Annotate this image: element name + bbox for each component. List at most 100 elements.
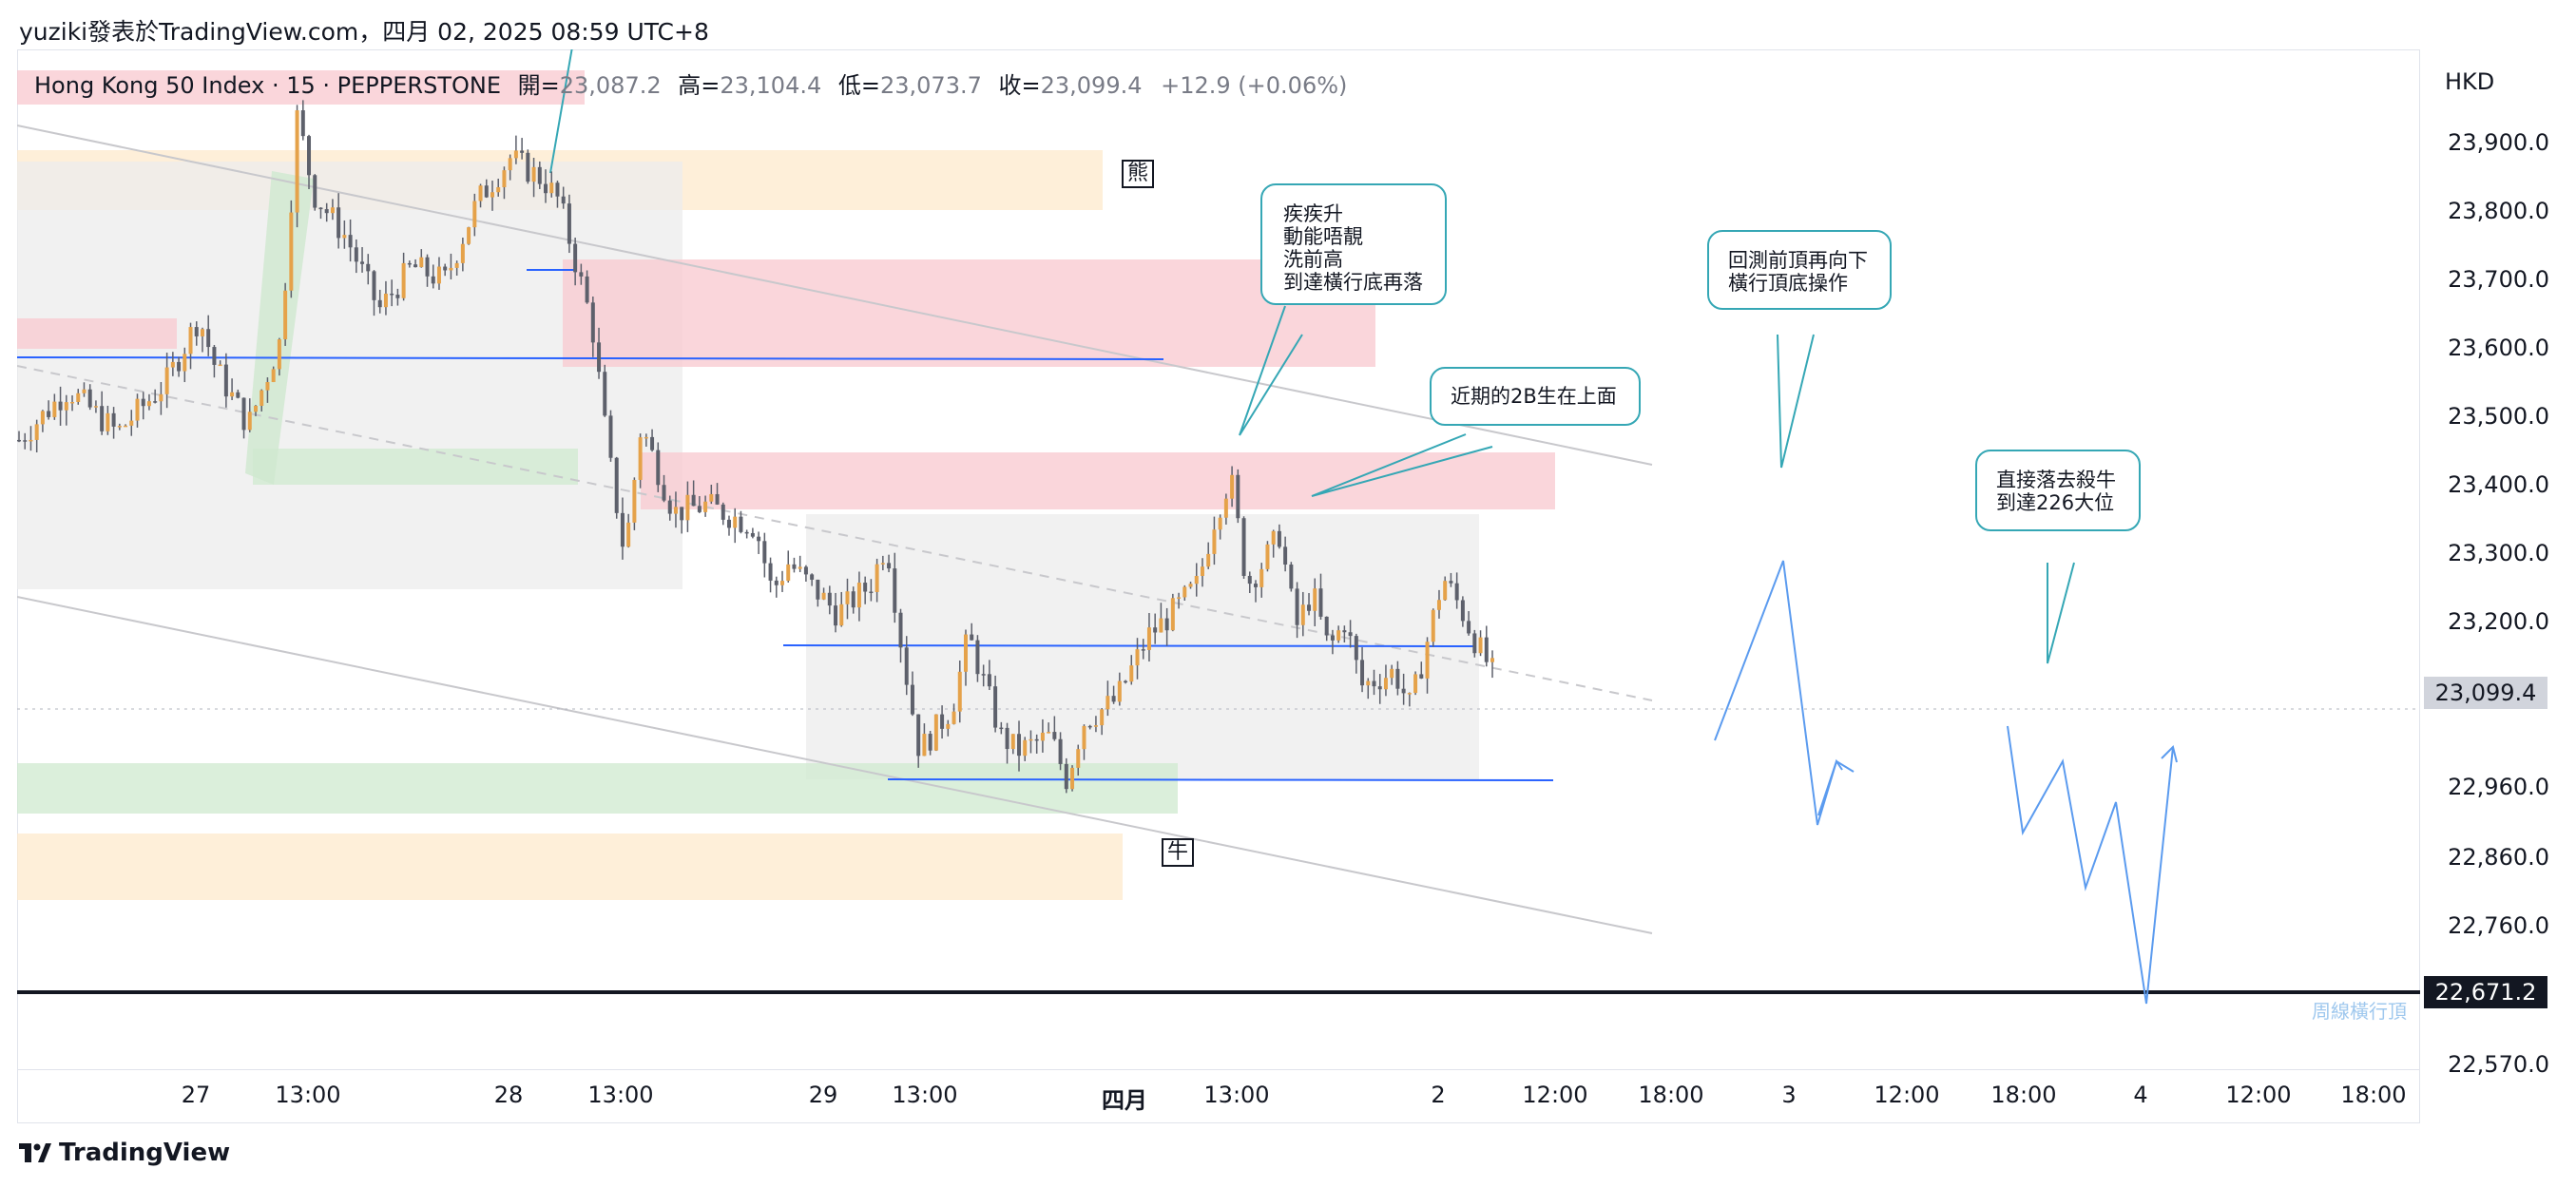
candle-body (863, 583, 868, 592)
candle-body (295, 110, 299, 213)
candle-body (206, 329, 211, 348)
candle-body (1047, 732, 1051, 734)
candle-body (1117, 680, 1122, 702)
candle-body (170, 361, 175, 368)
weekly-level-tag: 22,671.2 (2424, 976, 2547, 1008)
candle-body (1017, 734, 1022, 757)
candle-body (1395, 668, 1400, 689)
candle-body (933, 714, 938, 751)
green-zone (17, 763, 1178, 814)
candle-body (1010, 734, 1015, 750)
candle-body (946, 723, 951, 729)
candle-body (443, 266, 448, 271)
candle-body (893, 568, 897, 613)
candle-body (484, 185, 489, 198)
candle-body (1058, 738, 1063, 764)
candle-body (1111, 696, 1116, 702)
candle-body (64, 402, 68, 411)
close-label: 收= (998, 72, 1041, 99)
candle-body (271, 369, 276, 383)
candle-body (1330, 635, 1335, 641)
note-callout-4[interactable]: 直接落去殺牛 到達226大位 (1975, 450, 2141, 531)
candle-body (810, 574, 815, 580)
candle-body (1124, 680, 1128, 683)
candle-body (377, 299, 382, 308)
high-value: 23,104.4 (720, 72, 822, 99)
candle-body (1342, 630, 1347, 633)
candle-body (715, 493, 720, 505)
candle-body (106, 412, 110, 431)
candle-body (940, 714, 945, 729)
price-tick: 23,700.0 (2448, 266, 2549, 293)
note-callout-3[interactable]: 回測前頂再向下 橫行頂底操作 (1707, 230, 1892, 310)
candle-body (1034, 738, 1039, 741)
price-tick: 22,570.0 (2448, 1051, 2549, 1078)
candle-body (502, 170, 507, 187)
candle-body (454, 262, 459, 268)
time-axis[interactable] (17, 1069, 2420, 1122)
candle-body (987, 674, 991, 687)
candle-body (82, 389, 87, 393)
candle-body (265, 382, 270, 391)
candle-body (709, 493, 714, 502)
candle-body (129, 420, 134, 426)
price-tick: 23,800.0 (2448, 198, 2549, 224)
candle-body (1200, 566, 1204, 577)
tradingview-icon (19, 1143, 51, 1162)
candle-body (390, 293, 394, 296)
candle-body (590, 302, 595, 343)
time-tick: 4 (2133, 1082, 2148, 1108)
candle-body (236, 392, 240, 398)
candle-body (354, 247, 358, 262)
chart-canvas[interactable] (17, 49, 2420, 1069)
candle-body (780, 581, 785, 585)
time-tick: 12:00 (2225, 1082, 2292, 1108)
candle-body (70, 401, 75, 404)
candle-body (241, 397, 246, 431)
candle-body (467, 227, 471, 244)
price-tick: 23,900.0 (2448, 129, 2549, 156)
candle-body (662, 485, 666, 501)
low-label: 低= (837, 72, 880, 99)
note-callout-1[interactable]: 疾疾升 動能唔靚 洗前高 到達橫行底再落 (1260, 183, 1447, 305)
candle-body (212, 347, 217, 365)
candle-body (703, 501, 708, 512)
candle-body (247, 412, 252, 431)
candle-body (880, 563, 885, 565)
candle-body (603, 372, 607, 416)
candle-body (1307, 604, 1312, 611)
candle-body (721, 504, 725, 520)
candle-body (1300, 604, 1305, 625)
note-callout-2[interactable]: 近期的2B生在上面 (1430, 367, 1641, 426)
tradingview-logo[interactable]: TradingView (19, 1139, 230, 1167)
candle-body (1265, 544, 1270, 569)
candle-body (135, 398, 140, 421)
candle-body (869, 591, 874, 594)
candle-body (289, 212, 294, 291)
candle-body (1100, 709, 1105, 726)
symbol-name[interactable]: Hong Kong 50 Index · 15 · PEPPERSTONE (34, 72, 501, 99)
candle-body (673, 507, 678, 514)
candle-body (981, 674, 986, 676)
candle-body (821, 592, 826, 600)
candle-body (1052, 732, 1057, 739)
candle-body (1087, 725, 1092, 728)
currency-label[interactable]: HKD (2445, 68, 2495, 95)
bull-tag[interactable]: 牛 (1162, 838, 1195, 867)
candle-body (632, 479, 637, 523)
candle-body (508, 158, 512, 171)
candle-body (1443, 581, 1448, 601)
candle-body (757, 536, 761, 542)
candle-body (1028, 738, 1033, 741)
bear-tag[interactable]: 熊 (1122, 160, 1155, 188)
candle-body (194, 327, 199, 336)
channel-top-line (17, 125, 1653, 466)
candle-body (644, 436, 648, 439)
candle-body (283, 290, 288, 340)
candle-body (1247, 575, 1252, 584)
candle-body (928, 734, 932, 751)
candle-body (614, 457, 619, 513)
candle-body (1023, 739, 1028, 757)
candle-body (1377, 686, 1382, 690)
candle-body (1425, 642, 1430, 679)
